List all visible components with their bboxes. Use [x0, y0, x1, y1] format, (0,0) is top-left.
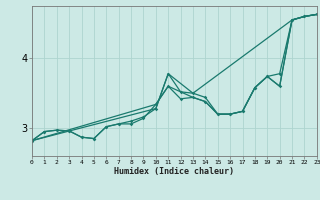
X-axis label: Humidex (Indice chaleur): Humidex (Indice chaleur) — [115, 167, 234, 176]
